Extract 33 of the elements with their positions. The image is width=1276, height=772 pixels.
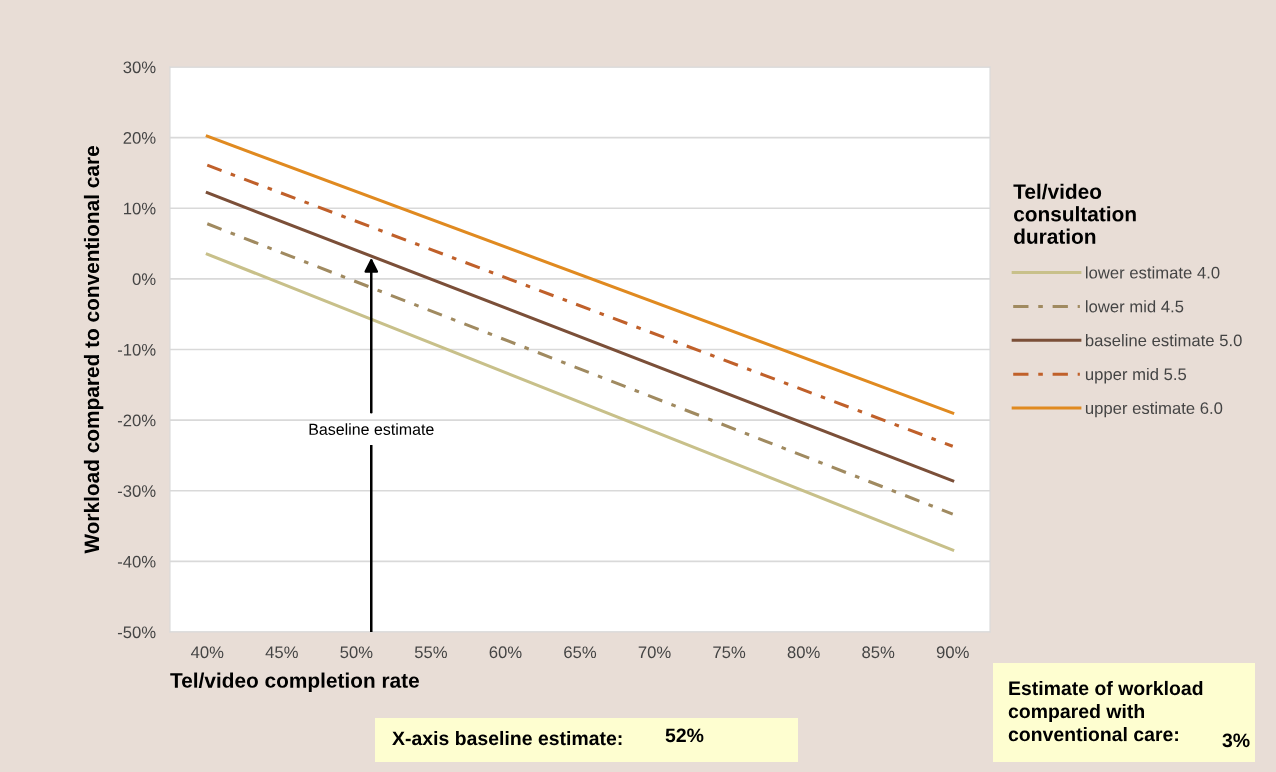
x-tick-label: 45% <box>265 646 298 659</box>
x-axis-title: Tel/video completion rate <box>170 672 419 692</box>
text: X-axis baseline estimate: <box>392 730 622 746</box>
y-tick-label: -30% <box>117 485 156 497</box>
y-tick-label: 10% <box>124 202 156 215</box>
x-tick-label: 80% <box>787 646 820 659</box>
x-tick-label: 75% <box>713 646 746 659</box>
y-tick-label: 20% <box>123 132 156 144</box>
annotation: Baseline estimate <box>309 423 434 436</box>
x-tick-label: 40% <box>190 646 224 659</box>
y-tick-label: -50% <box>117 626 156 639</box>
text: 3% <box>1222 733 1250 748</box>
y-tick-label: 0% <box>132 273 156 286</box>
x-tick-label: 65% <box>564 646 597 659</box>
x-tick-label: 50% <box>340 646 373 659</box>
text: 52% <box>665 728 704 743</box>
y-tick-label: -10% <box>117 343 156 356</box>
y-axis-title: Workload compared to conventional care <box>83 146 104 554</box>
legend-label: baseline estimate 5.0 <box>1085 334 1242 347</box>
legend-label: lower mid 4.5 <box>1085 300 1184 313</box>
legend-label: upper estimate 6.0 <box>1085 401 1223 418</box>
x-tick-label: 85% <box>862 646 895 659</box>
y-tick-label: 30% <box>123 61 156 74</box>
legend-label: upper mid 5.5 <box>1085 367 1187 384</box>
x-tick-label: 90% <box>936 646 969 659</box>
x-tick-label: 60% <box>489 646 522 659</box>
legend-title: Tel/video consultation duration <box>1013 183 1136 244</box>
x-tick-label: 70% <box>638 646 671 659</box>
x-tick-label: 55% <box>414 646 447 659</box>
y-tick-label: -20% <box>117 414 156 427</box>
y-tick-label: -40% <box>117 555 156 568</box>
legend-label: lower estimate 4.0 <box>1085 266 1220 279</box>
text: Estimate of workload compared with conventional care: <box>1008 680 1203 742</box>
